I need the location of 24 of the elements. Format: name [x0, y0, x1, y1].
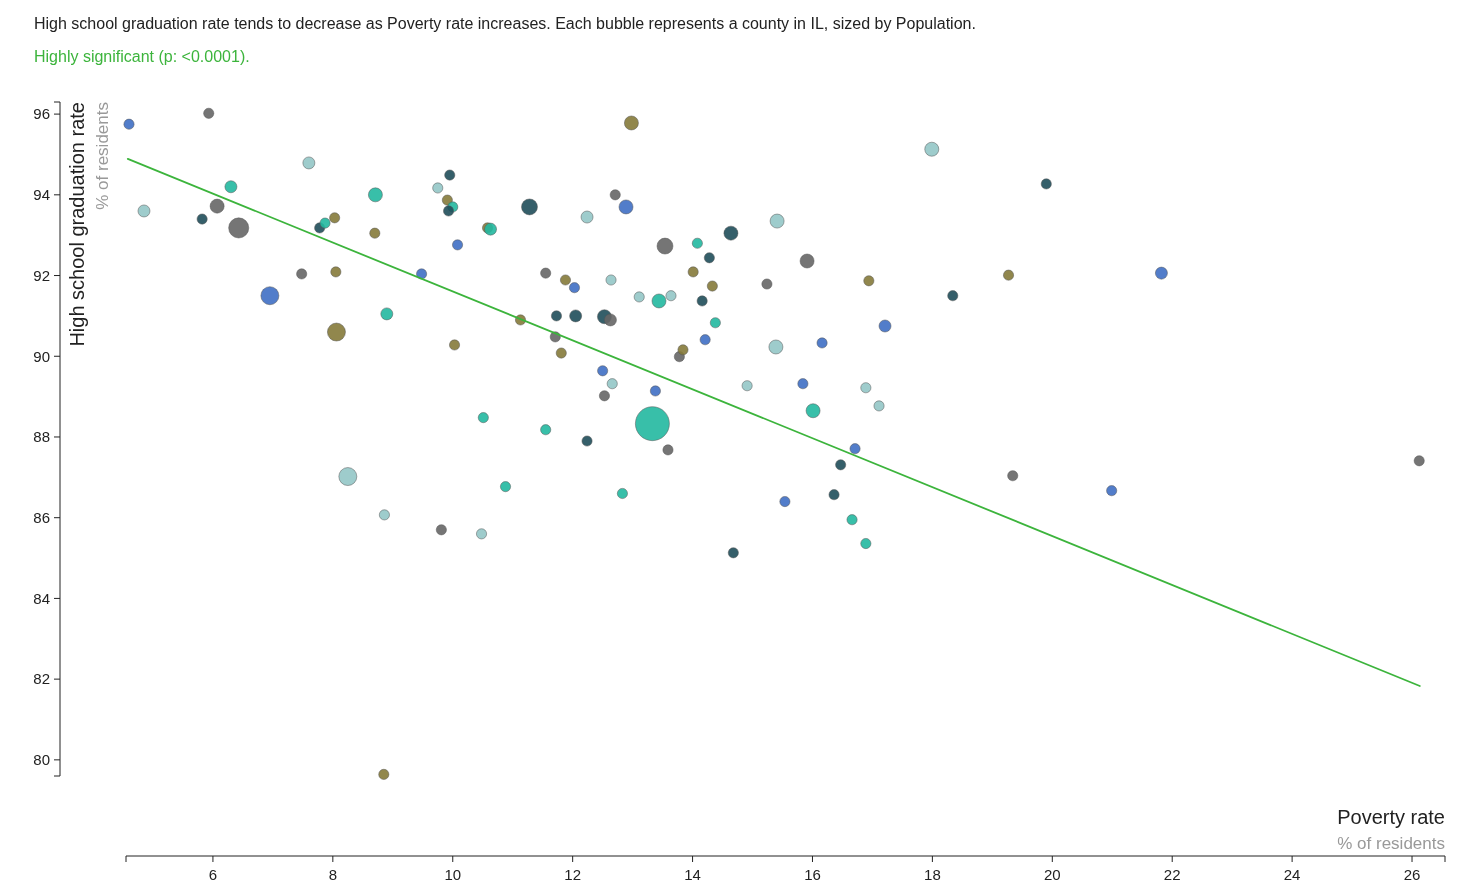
x-tick-label: 18: [924, 866, 941, 883]
chart-title: High school graduation rate tends to decrease as Poverty rate increases. Each bubble represents a county in IL, sized by Population.: [34, 15, 976, 32]
y-tick-label: 94: [33, 186, 50, 204]
x-tick-label: 8: [328, 866, 338, 883]
x-tick-label: 14: [684, 866, 701, 883]
y-tick-label: 86: [33, 508, 50, 526]
y-tick-label: 90: [33, 347, 50, 365]
x-axis-title: Poverty rate % of residents: [1337, 806, 1445, 853]
y-axis-title: High school graduation rate % of residents: [66, 102, 112, 347]
x-tick-label: 16: [804, 866, 821, 883]
chart-subtitle: Highly significant (p: <0.0001).: [34, 48, 250, 65]
x-tick-label: 12: [564, 866, 582, 883]
x-tick-label: 6: [208, 866, 218, 883]
y-tick-label: 82: [33, 670, 50, 688]
y-tick-label: 88: [33, 428, 50, 446]
y-tick-label: 80: [33, 751, 50, 769]
y-tick-label: 96: [33, 105, 50, 123]
x-tick-label: 24: [1283, 866, 1301, 883]
y-tick-label: 84: [33, 589, 50, 607]
y-tick-label: 92: [33, 266, 50, 284]
x-tick-label: 20: [1043, 866, 1061, 883]
x-tick-label: 22: [1163, 866, 1181, 883]
x-tick-label: 10: [444, 866, 462, 883]
x-tick-label: 26: [1403, 866, 1421, 883]
